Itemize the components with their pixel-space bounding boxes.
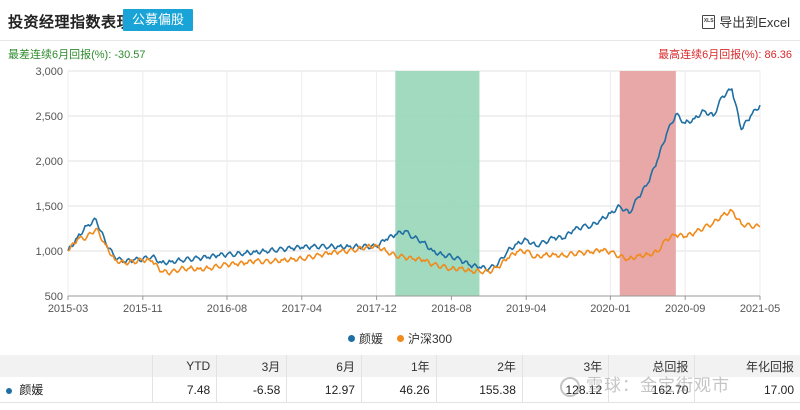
performance-table: YTD 3月 6月 1年 2年 3年 总回报 年化回报 颜媛 7.48 -6.5… (0, 355, 800, 403)
y-tick-label: 500 (45, 291, 63, 303)
x-tick-label: 2016-08 (207, 303, 247, 315)
worst-6m-label: 最差连续6月回报(%): (8, 49, 112, 61)
best-6m-value: 86.36 (764, 49, 792, 61)
legend-item-manager[interactable]: 颜媛 (347, 330, 383, 347)
table-cell: 162.70 (608, 377, 696, 403)
table-header: YTD (152, 355, 218, 377)
legend-label-index: 沪深300 (407, 332, 453, 346)
worst-6m-return: 最差连续6月回报(%): -30.57 (8, 46, 146, 62)
best-6m-label: 最高连续6月回报(%): (658, 49, 762, 61)
series-line-manager (67, 88, 761, 272)
best-6m-return: 最高连续6月回报(%): 86.36 (658, 46, 792, 62)
legend-dot-manager (347, 335, 355, 342)
y-tick-label: 1,500 (35, 201, 63, 213)
export-label: 导出到Excel (719, 15, 790, 30)
table-cell: 155.38 (436, 377, 523, 403)
export-excel-button[interactable]: 导出到Excel (702, 12, 790, 31)
row-name-cell: 颜媛 (0, 377, 153, 403)
row-name: 颜媛 (19, 383, 44, 397)
table-cell: -6.58 (216, 377, 288, 403)
legend-label-manager: 颜媛 (358, 332, 383, 346)
x-tick-label: 2018-08 (431, 303, 471, 315)
y-tick-label: 3,000 (35, 66, 63, 78)
fund-type-tag[interactable]: 公募偏股 (123, 9, 194, 31)
y-tick-label: 2,500 (35, 111, 63, 123)
table-cell: 17.00 (694, 377, 800, 403)
x-tick-label: 2020-09 (665, 303, 705, 315)
table-header: 总回报 (608, 355, 696, 377)
x-tick-label: 2015-03 (48, 303, 88, 315)
table-cell: 7.48 (152, 377, 218, 403)
table-header: 1年 (361, 355, 437, 377)
table-header: 2年 (436, 355, 523, 377)
excel-export-icon (702, 14, 716, 29)
y-tick-label: 2,000 (35, 156, 63, 168)
worst-6m-value: -30.57 (114, 49, 146, 61)
worst-period-band (395, 71, 480, 296)
legend-item-index[interactable]: 沪深300 (396, 330, 453, 347)
x-tick-label: 2021-05 (740, 303, 780, 315)
series-layer (67, 88, 761, 276)
series-line-index (67, 208, 761, 276)
table-header-row: YTD 3月 6月 1年 2年 3年 总回报 年化回报 (0, 355, 800, 377)
y-tick-label: 1,000 (35, 246, 63, 258)
row-series-dot (6, 388, 12, 394)
legend-dot-index (396, 335, 404, 342)
table-row: 颜媛 7.48 -6.58 12.97 46.26 155.38 128.12 … (0, 377, 800, 403)
chart-legend: 颜媛 沪深300 (0, 330, 800, 347)
header-bar: 投资经理指数表现 公募偏股 导出到Excel (0, 0, 800, 41)
table-header: 6月 (286, 355, 362, 377)
table-header: 年化回报 (694, 355, 800, 377)
table-cell: 46.26 (361, 377, 437, 403)
table-header: 3月 (216, 355, 288, 377)
x-tick-label: 2020-01 (590, 303, 630, 315)
watermark-text: 雪球：金宝街观市 (586, 376, 730, 395)
watermark-logo-icon (560, 376, 580, 397)
table-header: 3年 (522, 355, 610, 377)
table-cell: 12.97 (286, 377, 362, 403)
x-tick-label: 2017-04 (282, 303, 322, 315)
x-tick-label: 2017-12 (356, 303, 396, 315)
watermark: 雪球：金宝街观市 (560, 371, 730, 397)
x-tick-label: 2019-04 (506, 303, 546, 315)
page-title: 投资经理指数表现 (8, 14, 133, 31)
table-header (0, 355, 153, 377)
x-tick-label: 2015-11 (123, 303, 163, 315)
shaded-periods (395, 71, 676, 296)
